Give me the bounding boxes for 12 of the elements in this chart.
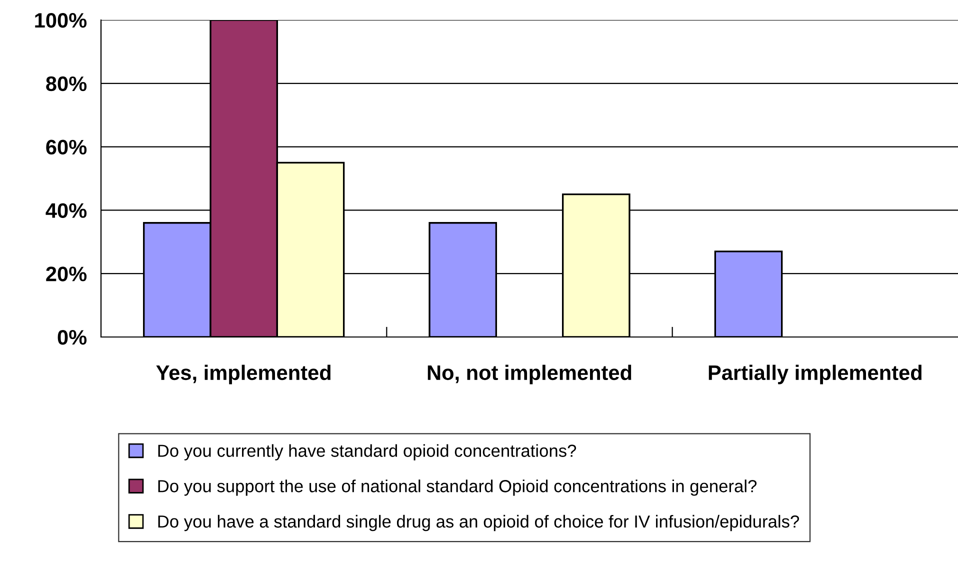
x-tick-label: No, not implemented — [428, 364, 632, 384]
x-tick-label: Partially implemented — [708, 364, 922, 384]
legend-label: Do you support the use of national standard Opioid concentrations in general? — [158, 480, 757, 496]
legend-label: Do you have a standard single drug as an opioid of choice for IV infusion/epidurals? — [158, 514, 799, 532]
y-tick-label: 20% — [46, 266, 87, 282]
y-tick-label: 100% — [35, 13, 87, 28]
y-tick-label: 0% — [58, 330, 87, 345]
y-tick-label: 60% — [46, 140, 87, 155]
y-tick-label: 80% — [46, 76, 87, 92]
x-tick-label: Yes, implemented — [156, 364, 330, 384]
y-tick-label: 40% — [46, 203, 87, 218]
legend-label: Do you currently have standard opioid concentrations? — [158, 444, 576, 460]
